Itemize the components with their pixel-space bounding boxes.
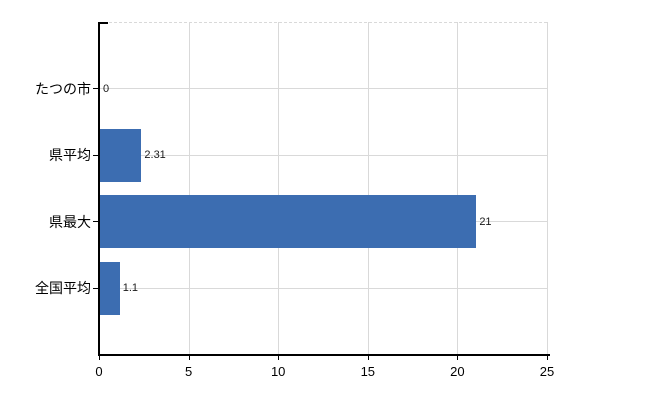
y-axis-tick bbox=[93, 221, 99, 223]
x-tick-label: 5 bbox=[184, 364, 193, 379]
y-axis-tick bbox=[93, 88, 99, 90]
x-tick-label: 20 bbox=[450, 364, 465, 379]
x-tick-label: 10 bbox=[270, 364, 286, 379]
x-gridline bbox=[367, 22, 369, 355]
category-label: 全国平均 bbox=[35, 280, 91, 297]
x-gridline bbox=[547, 22, 548, 355]
x-tick-label: 0 bbox=[95, 364, 103, 379]
y-gridline bbox=[99, 88, 547, 90]
x-gridline bbox=[457, 22, 459, 355]
category-label: 県平均 bbox=[49, 147, 91, 164]
x-gridline bbox=[188, 22, 190, 355]
x-tick-label: 25 bbox=[539, 364, 555, 379]
category-label: たつの市 bbox=[35, 80, 91, 97]
y-axis-top-cap bbox=[98, 22, 108, 24]
x-axis-tick bbox=[188, 355, 190, 360]
bar bbox=[100, 261, 120, 315]
x-axis-tick bbox=[457, 355, 459, 360]
x-gridline bbox=[278, 22, 280, 355]
x-axis-tick bbox=[547, 355, 548, 360]
x-axis-tick bbox=[278, 355, 280, 360]
y-axis-tick bbox=[93, 154, 99, 156]
y-axis-tick bbox=[93, 287, 99, 289]
category-label: 県最大 bbox=[49, 213, 91, 230]
bar bbox=[100, 195, 477, 249]
bar-value-label: 21 bbox=[479, 215, 492, 228]
y-axis-line bbox=[98, 22, 100, 356]
bar bbox=[100, 128, 142, 182]
y-gridline bbox=[99, 154, 547, 156]
bar-value-label: 0 bbox=[103, 82, 110, 95]
plot-top-border bbox=[99, 22, 547, 23]
x-axis-tick bbox=[367, 355, 369, 360]
x-axis-line bbox=[98, 354, 550, 356]
x-axis-tick bbox=[99, 355, 100, 360]
bar-value-label: 2.31 bbox=[144, 149, 166, 162]
bar-value-label: 1.1 bbox=[122, 282, 138, 295]
y-gridline bbox=[99, 287, 547, 289]
x-tick-label: 15 bbox=[360, 364, 376, 379]
